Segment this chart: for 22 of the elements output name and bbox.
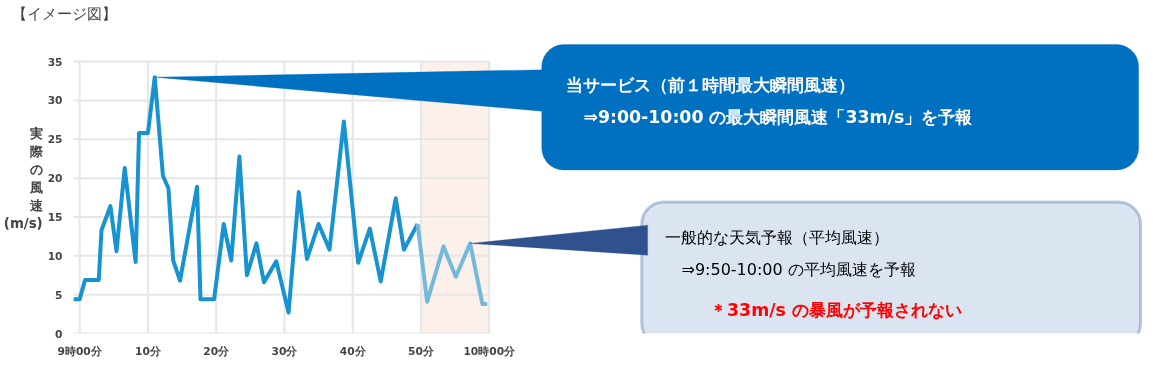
y-axis-title: 実際の風速(m/s) [3,126,44,231]
y-tick-label: 25 [47,133,63,147]
x-tick-label: 10時00分 [463,344,517,358]
x-tick-label: 10分 [135,344,162,358]
x-tick-label: 20分 [203,344,231,358]
y-tick-label: 35 [47,55,63,69]
line-series [73,75,420,315]
x-tick-label: 50分 [408,344,435,358]
x-tick-label: 30分 [271,344,299,358]
annotation: 当サービス（前１時間最大瞬間風速） ⇒9:00-10:00 の最大瞬間風速「33m/s」を予報 [566,74,974,127]
x-tick-label: 9時00分 [57,344,103,358]
line-series [415,221,490,306]
y-tick-label: 0 [55,327,63,341]
text: ＊33m/s の暴風が予報されない [710,300,962,321]
y-tick-label: 20 [47,172,63,186]
x-tick-label: 40分 [339,344,367,358]
y-tick-label: 5 [55,288,63,302]
y-tick-label: 10 [47,249,63,263]
y-tick-label: 30 [47,94,63,108]
annotation: 一般的な天気予報（平均風速） ⇒9:50-10:00 の平均風速を予報 [665,228,916,280]
y-tick-label: 15 [47,210,63,224]
chart-title: 【イメージ図】 [11,4,117,22]
